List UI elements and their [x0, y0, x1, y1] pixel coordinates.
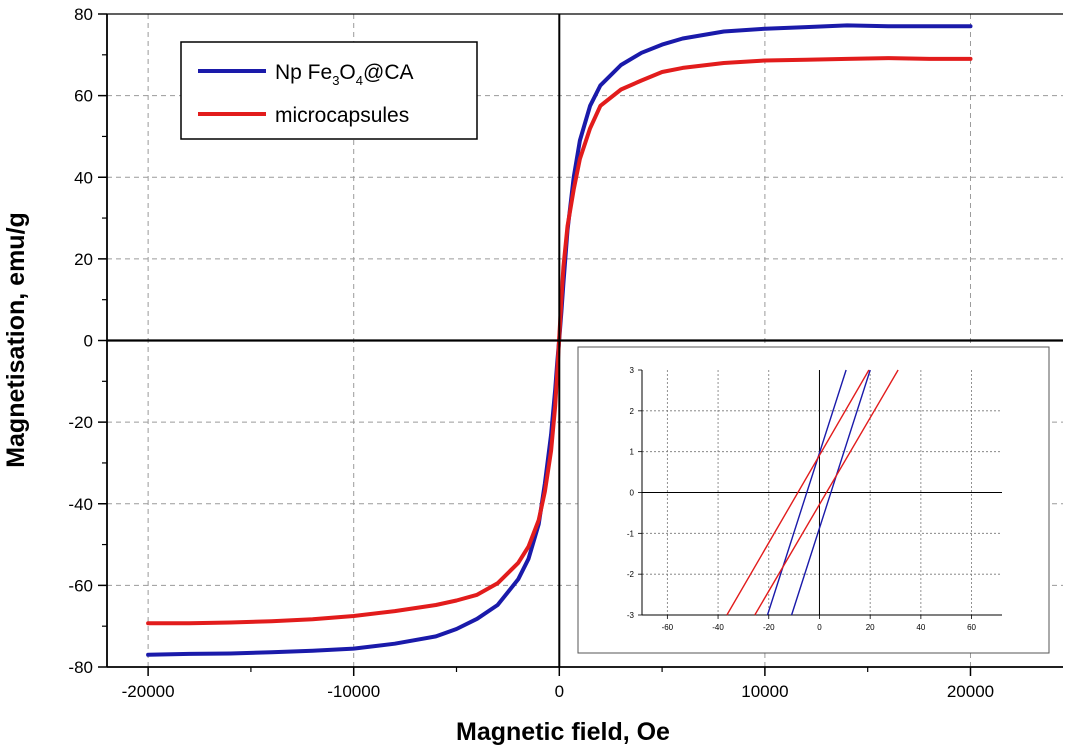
main-zero-lines: [107, 14, 1063, 667]
inset-y-tick-label: 0: [630, 489, 635, 498]
inset-x-tick-label: 20: [866, 623, 875, 632]
inset-x-tick-label: 60: [967, 623, 976, 632]
x-tick-label: -20000: [122, 682, 175, 701]
inset-series-line-2: [726, 369, 870, 616]
inset-y-tick-label: 3: [630, 366, 635, 375]
y-tick-label: -40: [68, 495, 93, 514]
x-axis-title: Magnetic field, Oe: [456, 718, 670, 746]
legend: Np Fe3O4@CA microcapsules: [180, 41, 478, 140]
main-ticks: -20000 -10000 0 10000 20000-80-60-40-2002040…: [68, 5, 994, 701]
inset-x-tick-label: 40: [916, 623, 925, 632]
inset-x-tick-label: -20: [763, 623, 775, 632]
legend-box: [180, 41, 478, 140]
inset-y-tick-label: -2: [627, 570, 635, 579]
y-tick-label: 20: [74, 250, 93, 269]
y-tick-label: 40: [74, 168, 93, 187]
inset-x-tick-label: -60: [662, 623, 674, 632]
inset-y-tick-label: 1: [630, 448, 635, 457]
y-tick-label: -80: [68, 658, 93, 677]
y-tick-label: -60: [68, 576, 93, 595]
x-tick-label: 0: [555, 682, 564, 701]
y-tick-label: 80: [74, 5, 93, 24]
x-tick-label: 10000: [741, 682, 788, 701]
y-axis-title: Magnetisation, emu/g: [2, 212, 30, 468]
inset-chart: -60 -40 -20 0 20 40 60 -3 -2 -1 0 1 2 3: [577, 346, 1050, 654]
inset-x-tick-label: 0: [817, 623, 822, 632]
y-tick-label: 60: [74, 87, 93, 106]
inset-series: [726, 369, 899, 616]
inset-series-line-0: [766, 369, 847, 616]
inset-axes: -60 -40 -20 0 20 40 60 -3 -2 -1 0 1 2 3: [627, 366, 1002, 632]
inset-y-tick-label: -1: [627, 529, 635, 538]
legend-label-microcapsules: microcapsules: [275, 104, 409, 127]
x-tick-label: 20000: [947, 682, 994, 701]
x-tick-label: -10000: [327, 682, 380, 701]
inset-x-tick-label: -40: [712, 623, 724, 632]
inset-series-line-1: [790, 369, 871, 616]
inset-background: [577, 346, 1050, 654]
inset-y-tick-label: -3: [627, 611, 635, 620]
inset-y-tick-label: 2: [630, 407, 635, 416]
inset-series-line-3: [754, 369, 899, 616]
y-tick-label: -20: [68, 413, 93, 432]
legend-label-np: Np Fe3O4@CA: [275, 61, 414, 88]
y-tick-label: 0: [84, 332, 93, 351]
